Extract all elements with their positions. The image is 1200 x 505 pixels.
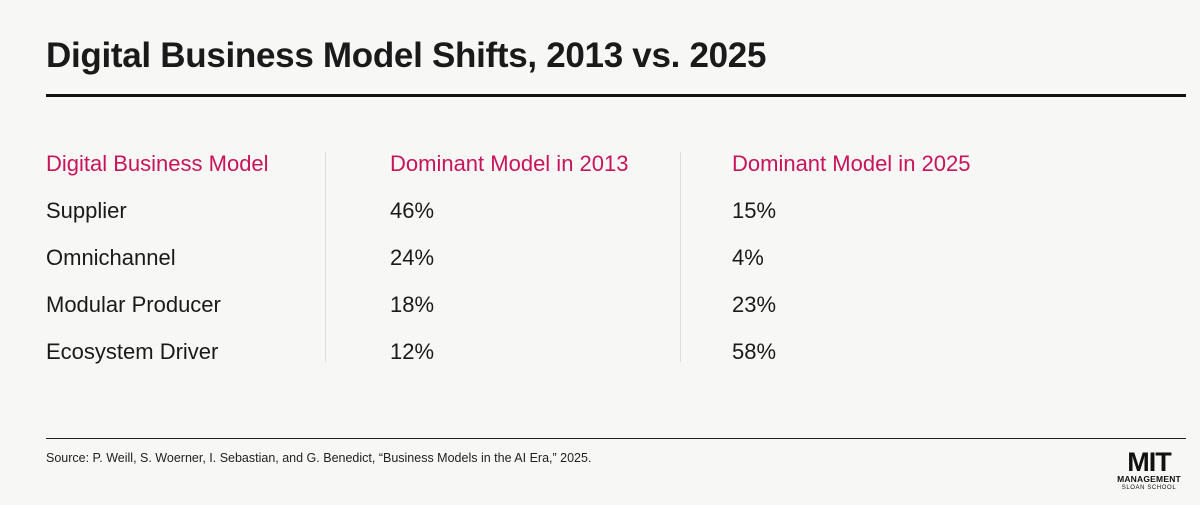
footer-divider (46, 438, 1186, 439)
table-row: Ecosystem Driver 12% 58% (46, 328, 1046, 375)
cell-2025: 4% (732, 245, 764, 270)
logo-wordmark: MIT (1127, 447, 1172, 477)
cell-2013: 18% (390, 292, 435, 317)
header-model: Digital Business Model (46, 151, 269, 176)
title-divider (46, 94, 1186, 97)
cell-2013: 12% (390, 339, 435, 364)
logo-line-1: MANAGEMENT (1117, 474, 1181, 484)
cell-model: Omnichannel (46, 245, 176, 270)
column-divider (680, 152, 681, 362)
cell-model: Ecosystem Driver (46, 339, 219, 364)
cell-2025: 15% (732, 198, 777, 223)
data-table: Digital Business Model Dominant Model in… (46, 140, 1046, 375)
table-row: Modular Producer 18% 23% (46, 281, 1046, 328)
cell-2025: 58% (732, 339, 777, 364)
table-header-row: Digital Business Model Dominant Model in… (46, 140, 1046, 187)
source-note: Source: P. Weill, S. Woerner, I. Sebasti… (46, 451, 592, 465)
header-2025: Dominant Model in 2025 (732, 151, 971, 176)
logo-line-2: SLOAN SCHOOL (1121, 485, 1177, 491)
cell-model: Supplier (46, 198, 127, 223)
cell-2025: 23% (732, 292, 777, 317)
page-title: Digital Business Model Shifts, 2013 vs. … (46, 36, 767, 75)
cell-2013: 46% (390, 198, 435, 223)
column-divider (325, 152, 326, 362)
cell-model: Modular Producer (46, 292, 221, 317)
table-row: Supplier 46% 15% (46, 187, 1046, 234)
header-2013: Dominant Model in 2013 (390, 151, 629, 176)
table-row: Omnichannel 24% 4% (46, 234, 1046, 281)
mit-sloan-logo: MIT MANAGEMENT SLOAN SCHOOL (1116, 447, 1182, 492)
cell-2013: 24% (390, 245, 435, 270)
